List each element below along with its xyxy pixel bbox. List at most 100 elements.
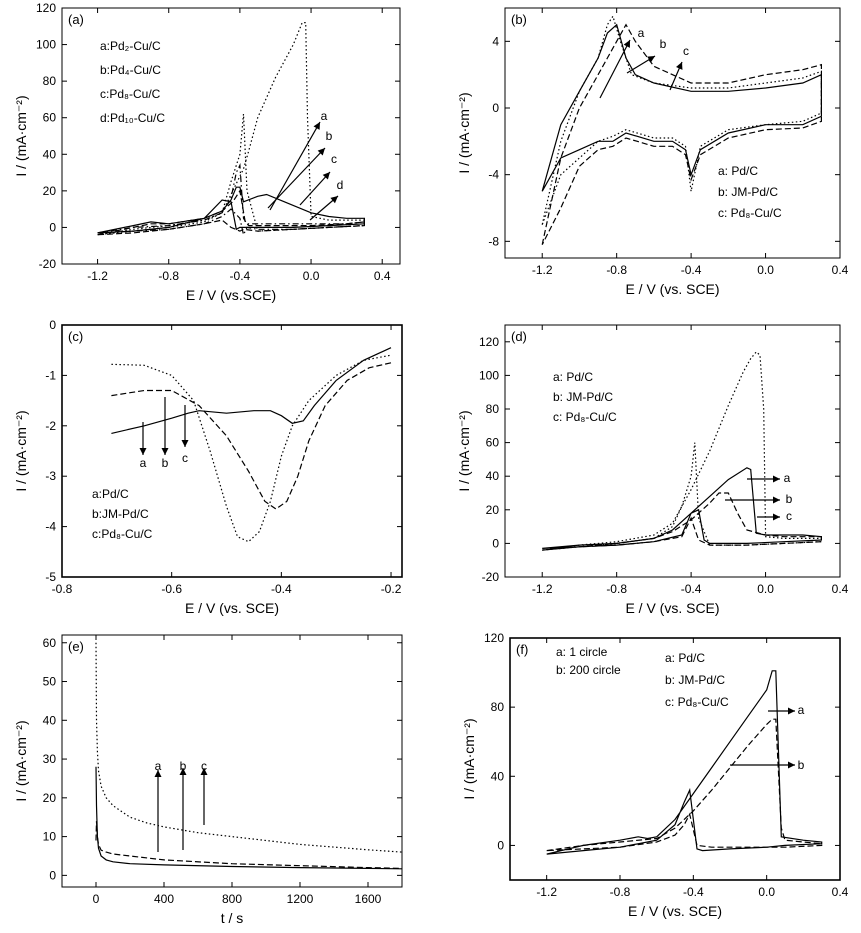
y-axis-label: I / (mA·cm⁻²) (456, 92, 472, 173)
y-tick-label: -8 (488, 234, 499, 248)
x-tick-label: -0.8 (158, 269, 179, 283)
y-tick-label: 4 (492, 34, 499, 48)
series-line-c (541, 23, 822, 245)
x-axis-label: E / V (vs. SCE) (625, 281, 719, 297)
x-tick-label: -0.4 (271, 582, 292, 596)
curve-label: c (786, 509, 792, 523)
legend-entry: a: 1 circle (556, 645, 608, 659)
legend-entry: a: Pd/C (553, 370, 593, 384)
arrow-head (623, 40, 630, 48)
arrow-head (773, 513, 780, 521)
series-line-b (95, 821, 402, 869)
curve-label: a (784, 471, 791, 485)
y-tick-label: -20 (39, 257, 57, 271)
y-tick-label: 40 (486, 469, 500, 483)
series-line-b (542, 492, 822, 551)
x-tick-label: 0.0 (757, 263, 774, 277)
x-tick-label: 0.4 (832, 885, 849, 899)
x-tick-label: 0.4 (832, 263, 849, 277)
panel-label: (b) (511, 12, 527, 27)
series-group (111, 347, 392, 543)
y-tick-label: 120 (479, 335, 499, 349)
y-axis-label: I / (mA·cm⁻²) (13, 410, 29, 491)
arrow-head (317, 148, 325, 156)
panel-b: -1.2 -0.8 -0.4 0.0 0.4 -8 -4 0 4 E / V (vs. SCE) I… (456, 7, 849, 297)
series-group (95, 642, 402, 870)
y-tick-label: 80 (43, 74, 57, 88)
legend-entry: b: JM-Pd/C (553, 390, 613, 404)
arrow-head (647, 56, 655, 63)
legend-entry: a:Pd/C (92, 487, 129, 501)
y-tick-label: 0 (49, 868, 56, 882)
x-axis-label: E / V (vs. SCE) (185, 600, 279, 616)
curve-label: a (321, 109, 328, 123)
legend-entry: c: Pd₈-Cu/C (665, 695, 729, 709)
curve-arrow (599, 39, 631, 99)
y-tick-label: 0 (49, 220, 56, 234)
y-tick-label: 40 (43, 147, 57, 161)
x-tick-label: -0.8 (606, 263, 627, 277)
panel-label: (a) (68, 12, 84, 27)
y-axis-label: I / (mA·cm⁻²) (461, 718, 477, 799)
curve-label: b (180, 759, 187, 773)
plot-frame (61, 324, 403, 578)
series-line-c (95, 642, 402, 853)
legend-entry: a: Pd/C (665, 651, 705, 665)
curve-label: c (331, 152, 337, 166)
series-line-d (97, 22, 365, 236)
x-tick-label: -0.4 (681, 582, 702, 596)
x-tick-label: 0.0 (303, 269, 320, 283)
x-tick-label: 0.0 (757, 582, 774, 596)
y-tick-label: 0 (49, 318, 56, 332)
series-group (542, 351, 822, 551)
x-tick-label: -0.4 (230, 269, 251, 283)
x-tick-label: -0.6 (161, 582, 182, 596)
panel-label: (d) (511, 329, 527, 344)
legend-entry: a: Pd/C (718, 164, 758, 178)
arrow-head (200, 768, 208, 775)
curve-label: a (638, 26, 645, 40)
y-tick-label: -4 (488, 168, 499, 182)
arrow-head (788, 707, 795, 715)
plot-frame (504, 324, 841, 578)
series-line-a (111, 347, 392, 434)
panel-c: -0.8 -0.6 -0.4 -0.2 -5 -4 -3 -2 -1 0 E / V (vs. SC… (13, 318, 403, 616)
arrow-head (773, 475, 780, 483)
y-tick-label: -20 (482, 570, 500, 584)
x-tick-label: 0.4 (832, 582, 849, 596)
arrow-head (154, 770, 162, 777)
y-axis-label: I / (mA·cm⁻²) (13, 95, 29, 176)
y-tick-label: 100 (36, 38, 56, 52)
y-tick-label: 60 (43, 111, 57, 125)
x-axis-label: t / s (221, 910, 244, 926)
x-tick-label: -1.2 (536, 885, 557, 899)
y-tick-label: 60 (43, 636, 57, 650)
x-tick-label: 400 (154, 892, 174, 906)
series-line-c (111, 362, 392, 510)
series-group (97, 22, 365, 237)
series-line-a (541, 23, 822, 192)
panel-label: (f) (516, 642, 528, 657)
curve-arrow (267, 147, 326, 209)
arrow-head (322, 172, 330, 180)
series-line-b (541, 14, 822, 225)
y-tick-label: 50 (43, 675, 57, 689)
x-tick-label: -1.2 (87, 269, 108, 283)
y-tick-label: 40 (491, 769, 505, 783)
y-tick-label: 120 (36, 1, 56, 15)
series-group (541, 14, 822, 245)
y-tick-label: -2 (45, 419, 56, 433)
curve-label: b (798, 758, 805, 772)
arrow-head (139, 448, 147, 455)
x-tick-label: 1200 (287, 892, 314, 906)
series-line-a (542, 467, 822, 549)
y-tick-label: 80 (486, 402, 500, 416)
curve-label: a (140, 456, 147, 470)
y-tick-label: 100 (479, 368, 499, 382)
x-tick-label: -0.4 (683, 885, 704, 899)
y-tick-label: 20 (486, 503, 500, 517)
arrow-head (179, 768, 187, 775)
legend-entry: b:JM-Pd/C (92, 507, 149, 521)
x-axis-label: E / V (vs. SCE) (625, 600, 719, 616)
y-axis-label: I / (mA·cm⁻²) (13, 720, 29, 801)
